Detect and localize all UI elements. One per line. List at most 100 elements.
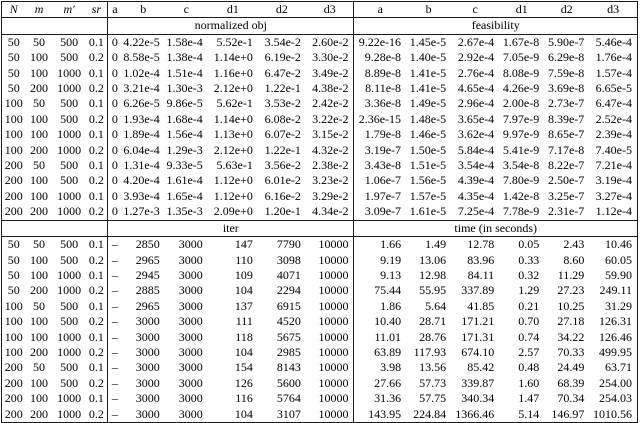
value-cell: 0 xyxy=(107,173,122,189)
value-cell: 3000 xyxy=(135,360,160,375)
value-cell: 1.16e+0 xyxy=(213,65,253,80)
param-cell: 50 xyxy=(33,34,46,49)
param-cell: 0.1 xyxy=(88,188,104,203)
value-cell: 3000 xyxy=(178,252,203,267)
value-cell: 1.38e-4 xyxy=(166,50,203,65)
value-cell: 0 xyxy=(107,96,122,112)
value-cell: 1.12e+0 xyxy=(213,188,253,203)
value-cell: 1.41e-5 xyxy=(409,81,447,96)
param-cell: 100 xyxy=(4,127,23,142)
value-cell: 0 xyxy=(107,81,122,97)
param-cell: 500 xyxy=(60,375,79,390)
value-cell: 4.26e-9 xyxy=(502,81,540,96)
value-cell: 4520 xyxy=(276,314,301,329)
value-cell: 110 xyxy=(235,252,253,267)
value-cell: 109 xyxy=(234,267,253,282)
value-cell: 1.13e+0 xyxy=(213,127,253,142)
value-cell: 75.44 xyxy=(353,283,407,299)
param-cell: 100 xyxy=(4,314,23,329)
value-cell: 6.07e-2 xyxy=(264,127,301,142)
value-cell: 1.76e-4 xyxy=(595,50,632,65)
value-cell: 154 xyxy=(234,360,253,375)
table-row: 200 200 1000 0.2 0 1.27e-3 1.35e-3 2.09e+0 1.20e… xyxy=(2,204,638,221)
value-cell: 13.06 xyxy=(419,252,447,267)
value-cell: 2885 xyxy=(135,283,160,298)
value-cell: 2.76e-4 xyxy=(457,65,495,80)
value-cell: 7.25e-4 xyxy=(457,204,495,219)
value-cell: 7.21e-4 xyxy=(595,158,632,173)
value-cell: 3.65e-4 xyxy=(457,111,495,126)
value-cell: 34.22 xyxy=(557,329,585,344)
param-cell: 50 xyxy=(33,96,46,111)
value-cell: 4.38e-2 xyxy=(312,81,349,96)
value-cell: – xyxy=(107,283,122,299)
group-label-left: normalized obj xyxy=(107,17,354,35)
value-cell: 1.58e-4 xyxy=(166,34,203,49)
table-row: 50 100 500 0.2 0 8.58e-5 1.38e-4 1.14e+0 6.19e-2… xyxy=(2,50,638,66)
value-cell: 1.49 xyxy=(425,237,447,252)
group-label-right: feasibility xyxy=(353,17,638,35)
value-cell: 60.05 xyxy=(605,252,632,267)
value-cell: 2965 xyxy=(135,252,160,267)
value-cell: 3000 xyxy=(135,329,160,344)
param-cell: 500 xyxy=(60,252,79,267)
param-cell: 100 xyxy=(30,329,49,344)
value-cell: – xyxy=(107,406,122,423)
value-cell: 1.50e-5 xyxy=(409,142,447,157)
method-header-a-right: a xyxy=(353,1,407,19)
value-cell: 0 xyxy=(107,34,122,51)
value-cell: 0.48 xyxy=(518,360,540,375)
value-cell: 70.33 xyxy=(557,344,585,359)
value-cell: 0 xyxy=(107,142,122,159)
value-cell: 3.53e-2 xyxy=(264,96,301,111)
value-cell: 8.89e-8 xyxy=(353,65,407,82)
value-cell: 0 xyxy=(107,111,122,128)
param-header-m: m xyxy=(25,1,53,19)
param-cell: 1000 xyxy=(57,142,82,157)
table-row: 100 100 1000 0.1–3000 3000 118 5675 10000 11.01 2… xyxy=(2,329,638,345)
value-cell: 0.33 xyxy=(518,252,540,267)
group-label-spacer xyxy=(1,17,108,35)
param-cell: 100 xyxy=(4,142,23,157)
group-label-row: iter time (in seconds) xyxy=(1,219,638,238)
table-row: 50 200 1000 0.2–2885 3000 104 2294 10000 75.44 55… xyxy=(2,283,638,299)
value-cell: 2.42e-2 xyxy=(312,96,349,111)
value-cell: 3000 xyxy=(135,344,160,359)
value-cell: 84.11 xyxy=(467,267,495,282)
value-cell: 1.30e-3 xyxy=(166,81,203,96)
value-cell: 2.96e-4 xyxy=(457,96,495,111)
param-cell: 0.2 xyxy=(88,375,104,390)
value-cell: 1.51e-5 xyxy=(409,158,447,173)
param-cell: 0.1 xyxy=(88,158,104,173)
param-cell: 1000 xyxy=(57,204,82,219)
value-cell: – xyxy=(107,252,122,268)
value-cell: 31.36 xyxy=(353,391,407,407)
param-cell: 200 xyxy=(4,406,23,421)
value-cell: 9.19 xyxy=(353,252,407,268)
value-cell: 116 xyxy=(235,391,253,406)
value-cell: 3.54e-4 xyxy=(457,158,495,173)
table-body: normalized obj feasibility 50 50 500 0.1 0 4.22… xyxy=(1,17,638,423)
method-header-d1-right: d1 xyxy=(499,1,545,19)
value-cell: 6.01e-2 xyxy=(264,173,301,188)
param-cell: 0.2 xyxy=(88,252,104,267)
value-cell: 3000 xyxy=(135,406,160,421)
value-cell: 0 xyxy=(107,158,122,174)
table-row: 200 100 1000 0.1 0 3.93e-4 1.65e-4 1.12e+0 6.16e… xyxy=(2,188,638,205)
value-cell: 1.97e-7 xyxy=(353,188,407,205)
value-cell: 104 xyxy=(234,344,253,359)
value-cell: – xyxy=(107,329,122,345)
value-cell: 68.39 xyxy=(557,375,585,390)
value-cell: – xyxy=(107,314,122,330)
value-cell: 2.36e-15 xyxy=(353,111,407,128)
value-cell: 3.22e-2 xyxy=(312,111,349,126)
param-cell: 200 xyxy=(4,360,23,375)
param-cell: 500 xyxy=(60,360,79,375)
value-cell: 1.79e-8 xyxy=(353,127,407,143)
value-cell: 63.71 xyxy=(605,360,632,375)
value-cell: 674.10 xyxy=(461,344,495,359)
value-cell: 0 xyxy=(107,50,122,66)
value-cell: 1.57e-5 xyxy=(409,188,447,203)
value-cell: 4.32e-2 xyxy=(312,142,349,157)
